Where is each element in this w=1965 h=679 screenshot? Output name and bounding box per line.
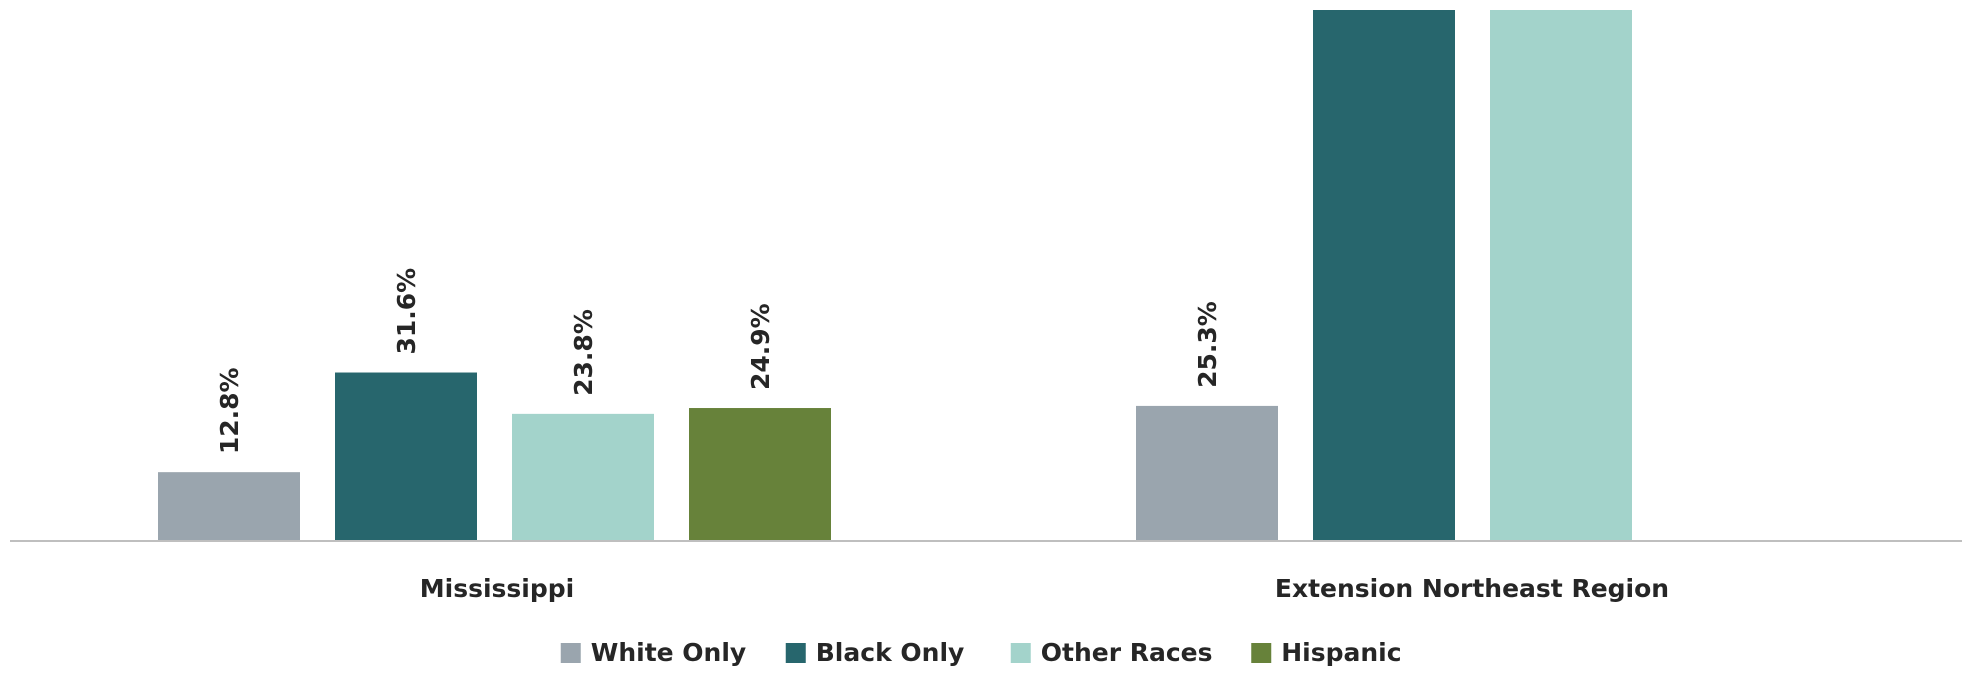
- category-label-extension-northeast-region: Extension Northeast Region: [1275, 574, 1669, 603]
- data-label-mississippi-other-races: 23.8%: [569, 309, 598, 396]
- legend-swatch-white-only: [560, 643, 581, 663]
- legend: White Only Black Only Other Races Hispanic: [560, 638, 1402, 667]
- bar-mississippi-hispanic: [689, 408, 831, 540]
- bar-mississippi-white-only: [158, 472, 300, 540]
- bar-extension-northeast-region-black-only: [1313, 10, 1455, 540]
- category-labels-group: Mississippi Extension Northeast Region: [420, 574, 1669, 603]
- legend-swatch-hispanic: [1251, 643, 1272, 663]
- legend-label-white-only: White Only: [591, 638, 746, 667]
- bars-group: [158, 10, 1632, 540]
- data-label-mississippi-white-only: 12.8%: [215, 367, 244, 454]
- category-label-mississippi: Mississippi: [420, 574, 574, 603]
- legend-label-black-only: Black Only: [816, 638, 965, 667]
- data-label-mississippi-black-only: 31.6%: [392, 268, 421, 355]
- legend-label-other-races: Other Races: [1041, 638, 1213, 667]
- data-labels-group: 12.8% 31.6% 23.8% 24.9% 25.3%: [215, 268, 1222, 454]
- data-label-extension-northeast-region-white-only: 25.3%: [1193, 301, 1222, 388]
- bar-mississippi-black-only: [335, 372, 477, 540]
- legend-label-hispanic: Hispanic: [1281, 638, 1401, 667]
- legend-swatch-other-races: [1010, 643, 1031, 663]
- bar-extension-northeast-region-white-only: [1136, 405, 1278, 540]
- bar-mississippi-other-races: [512, 413, 654, 540]
- bar-extension-northeast-region-other-races: [1490, 10, 1632, 540]
- data-label-mississippi-hispanic: 24.9%: [746, 303, 775, 390]
- legend-swatch-black-only: [785, 643, 806, 663]
